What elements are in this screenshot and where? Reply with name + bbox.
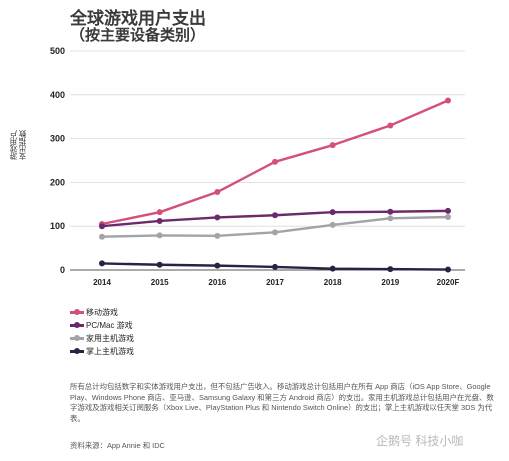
data-point	[214, 214, 221, 221]
data-point	[387, 208, 394, 215]
data-point	[156, 261, 163, 268]
x-tick-labels: 2014 2015 2016 2017 2018 2019 2020F	[93, 278, 459, 287]
data-point	[156, 217, 163, 224]
data-point	[329, 142, 336, 149]
y-tick-label: 200	[50, 177, 65, 187]
data-point	[99, 233, 105, 240]
data-point	[445, 214, 451, 221]
legend-swatch-console	[70, 335, 84, 341]
legend-swatch-pc	[70, 322, 84, 328]
legend-item-pc: PC/Mac 游戏	[70, 319, 134, 332]
legend: 移动游戏 PC/Mac 游戏 家用主机游戏 掌上主机游戏	[70, 306, 134, 358]
chart-subtitle: （按主要设备类别）	[70, 27, 206, 44]
data-point	[387, 266, 394, 273]
data-point	[272, 263, 278, 270]
series-1	[99, 207, 451, 230]
x-tick-label: 2020F	[437, 278, 460, 287]
legend-swatch-mobile	[70, 309, 84, 315]
y-tick-label: 0	[60, 265, 65, 275]
legend-item-mobile: 移动游戏	[70, 306, 134, 319]
data-point	[445, 97, 451, 104]
x-tick-label: 2019	[381, 278, 399, 287]
y-tick-label: 500	[50, 46, 65, 56]
footnote: 所有总计均包括数字和实体游戏用户支出，但不包括广告收入。移动游戏总计包括用户在所…	[70, 382, 494, 423]
data-point	[156, 232, 163, 239]
data-point	[272, 212, 278, 219]
data-point	[272, 158, 278, 165]
y-tick-label: 400	[50, 90, 65, 100]
data-point	[214, 232, 221, 239]
data-point	[329, 221, 336, 228]
data-point	[214, 262, 221, 269]
legend-item-handheld: 掌上主机游戏	[70, 345, 134, 358]
data-point	[99, 223, 105, 230]
y-tick-label: 100	[50, 221, 65, 231]
legend-label-handheld: 掌上主机游戏	[86, 347, 134, 356]
legend-swatch-handheld	[70, 348, 84, 354]
series-2	[99, 214, 451, 240]
series-0	[99, 97, 451, 228]
data-point	[445, 266, 451, 273]
data-point	[272, 229, 278, 236]
x-tick-label: 2016	[208, 278, 226, 287]
legend-label-mobile: 移动游戏	[86, 308, 118, 317]
data-point	[387, 215, 394, 222]
data-point	[329, 209, 336, 216]
x-tick-label: 2015	[151, 278, 169, 287]
data-point	[214, 189, 221, 196]
data-point	[329, 265, 336, 272]
data-point	[387, 122, 394, 129]
y-tick-labels: 0 100 200 300 400 500	[50, 46, 65, 275]
chart-title: 全球游戏用户支出	[70, 9, 206, 28]
data-point	[99, 260, 105, 267]
series-3	[99, 260, 451, 273]
source-note: 资料来源：App Annie 和 IDC	[70, 441, 165, 450]
x-tick-label: 2018	[324, 278, 342, 287]
watermark: 企鹅号 科技小咖	[376, 434, 464, 448]
x-tick-label: 2014	[93, 278, 111, 287]
legend-label-pc: PC/Mac 游戏	[86, 321, 133, 330]
x-tick-label: 2017	[266, 278, 284, 287]
series-group	[99, 97, 451, 273]
data-point	[156, 209, 163, 216]
legend-label-console: 家用主机游戏	[86, 334, 134, 343]
data-point	[445, 207, 451, 214]
y-tick-label: 300	[50, 134, 65, 144]
legend-item-console: 家用主机游戏	[70, 332, 134, 345]
